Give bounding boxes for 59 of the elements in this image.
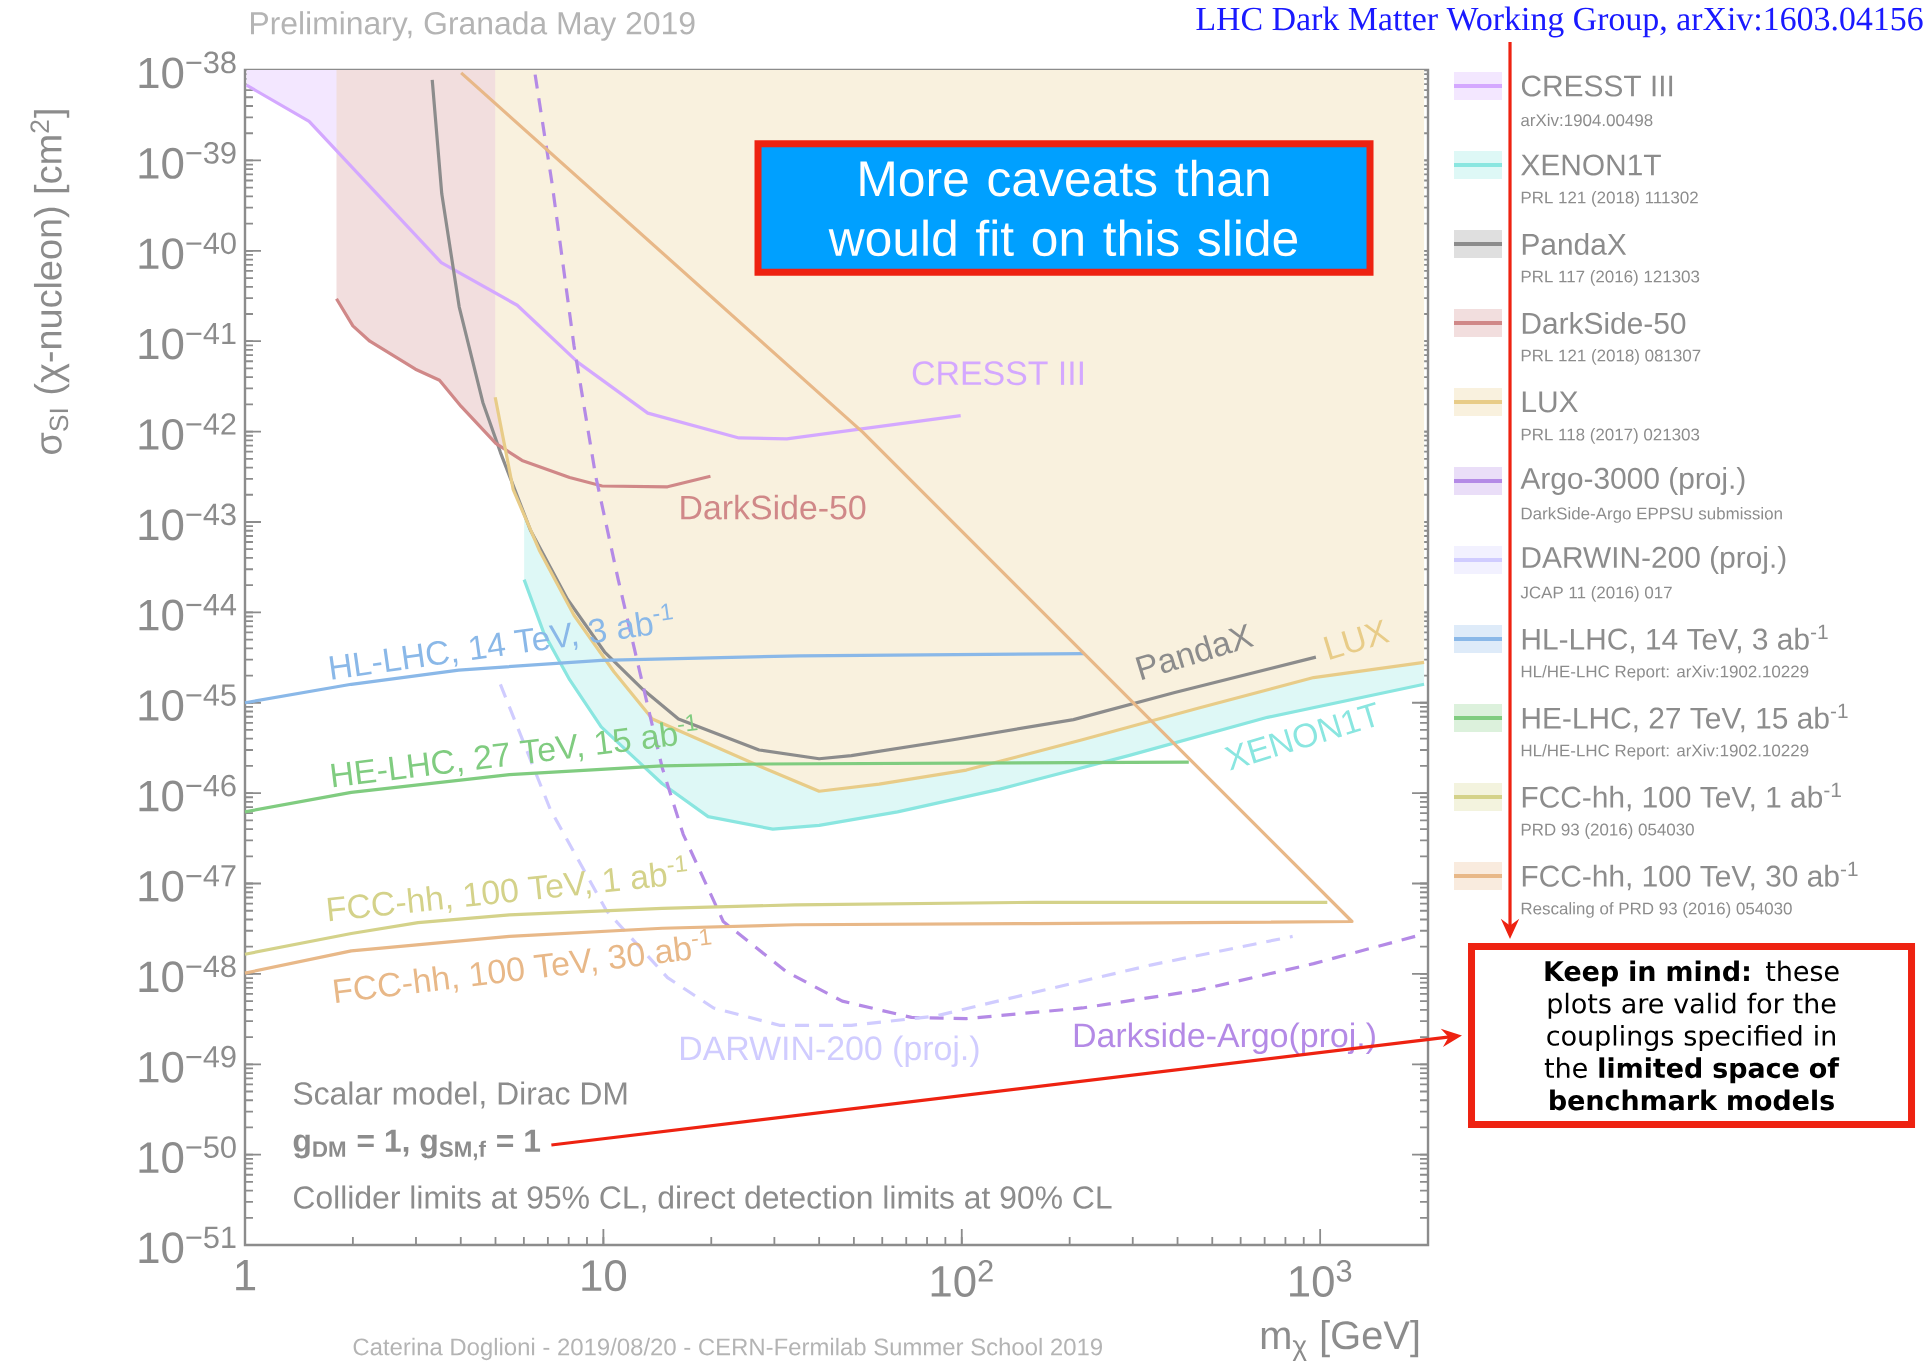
text: Rescaling of PRD 93 (2016) 054030 <box>1521 902 1792 918</box>
annotation: HL-LHC, 14 TeV, 3 ab$^{-1}$ <box>329 603 673 680</box>
legend-label: DARWIN-200 (proj.) <box>1522 546 1786 574</box>
y-tick-label: 10$^{−45}$ <box>139 684 236 722</box>
annotation: Scalar model, Dirac DM <box>293 1081 627 1109</box>
text: HL/HE-LHC Report: arXiv:1902.10229 <box>1521 744 1809 760</box>
text: arXiv:1904.00498 <box>1521 113 1653 127</box>
annotation: Collider limits at 95% CL, direct detection limits at 90% CL <box>294 1185 1112 1213</box>
y-tick-label: 10$^{−38}$ <box>139 51 236 89</box>
legend-label: HL-LHC, 14 TeV, 3 ab$^{-1}$ <box>1522 624 1828 654</box>
x-tick-label: 1 <box>236 1260 256 1291</box>
annotation: Darkside-Argo(proj.) <box>1074 1022 1375 1055</box>
text: DarkSide-Argo EPPSU submission <box>1521 507 1782 523</box>
legend-label: CRESST III <box>1521 75 1673 97</box>
annotation: FCC-hh, 100 TeV, 30 ab$^{-1}$ <box>333 928 712 1003</box>
x-tick-label: 10$^{3}$ <box>1290 1260 1352 1297</box>
text: HL/HE-LHC Report: arXiv:1902.10229 <box>1521 665 1809 681</box>
y-tick-label: 10$^{−46}$ <box>139 774 236 812</box>
y-tick-label: 10$^{−44}$ <box>139 594 237 631</box>
x-axis-title: m$_{χ}$ [GeV] <box>1261 1320 1419 1361</box>
annotation: PandaX <box>1135 623 1255 681</box>
y-tick-label: 10$^{−39}$ <box>139 142 236 179</box>
text: LHC Dark Matter Working Group, arXiv:1603.04156 <box>1196 6 1923 38</box>
y-tick-label: 10$^{−49}$ <box>139 1045 236 1083</box>
annotation: LUX <box>1323 619 1391 660</box>
legend-label: FCC-hh, 100 TeV, 1 ab$^{-1}$ <box>1522 782 1841 812</box>
annotation: More caveats than would fit on this slide <box>828 159 1298 257</box>
x-tick-label: 10$^{2}$ <box>931 1260 993 1297</box>
legend-label: DarkSide-50 <box>1522 312 1686 334</box>
legend-label: XENON1T <box>1521 154 1661 176</box>
annotation: FCC-hh, 100 TeV, 1 ab$^{-1}$ <box>327 855 688 922</box>
x-tick-label: 10 <box>582 1260 627 1292</box>
y-tick-label: 10$^{−47}$ <box>139 865 236 902</box>
annotation: g$_{DM}$ = 1, g$_{SM,f}$ = 1 <box>293 1129 541 1161</box>
y-tick-label: 10$^{−43}$ <box>139 503 236 541</box>
text: PRD 93 (2016) 054030 <box>1521 823 1694 839</box>
y-tick-label: 10$^{−41}$ <box>139 322 236 360</box>
annotation: HE-LHC, 27 TeV, 15 ab$^{-1}$ <box>331 714 698 788</box>
text: PRL 121 (2018) 081307 <box>1521 349 1701 365</box>
legend-label: LUX <box>1522 391 1578 413</box>
y-tick-label: 10$^{−51}$ <box>139 1226 236 1264</box>
text: JCAP 11 (2016) 017 <box>1520 586 1672 602</box>
legend-label: HE-LHC, 27 TeV, 15 ab$^{-1}$ <box>1522 703 1848 733</box>
y-axis-title: σ$_{SI}$ (χ-nucleon) [cm$^{2}$] <box>30 110 70 454</box>
legend-label: Argo-3000 (proj.) <box>1520 467 1745 495</box>
annotation: CRESST III <box>912 361 1083 386</box>
text: PRL 121 (2018) 111302 <box>1521 191 1698 207</box>
legend-label: PandaX <box>1522 233 1627 255</box>
legend-label: FCC-hh, 100 TeV, 30 ab$^{-1}$ <box>1522 861 1858 891</box>
y-tick-label: 10$^{−42}$ <box>139 413 236 451</box>
text: Caterina Doglioni - 2019/08/20 - CERN-Fermilab Summer School 2019 <box>353 1337 1102 1361</box>
text: Preliminary, Granada May 2019 <box>251 11 695 41</box>
text: Keep in mind: these plots are valid for the couplings specified in the limited space of benchmark models <box>1544 960 1840 1111</box>
text: PRL 118 (2017) 021303 <box>1521 428 1700 444</box>
annotation: DarkSide-50 <box>681 494 866 520</box>
text: PRL 117 (2016) 121303 <box>1521 270 1700 286</box>
y-tick-label: 10$^{−48}$ <box>139 955 236 993</box>
y-tick-label: 10$^{−50}$ <box>139 1136 236 1174</box>
y-tick-label: 10$^{−40}$ <box>139 232 236 270</box>
